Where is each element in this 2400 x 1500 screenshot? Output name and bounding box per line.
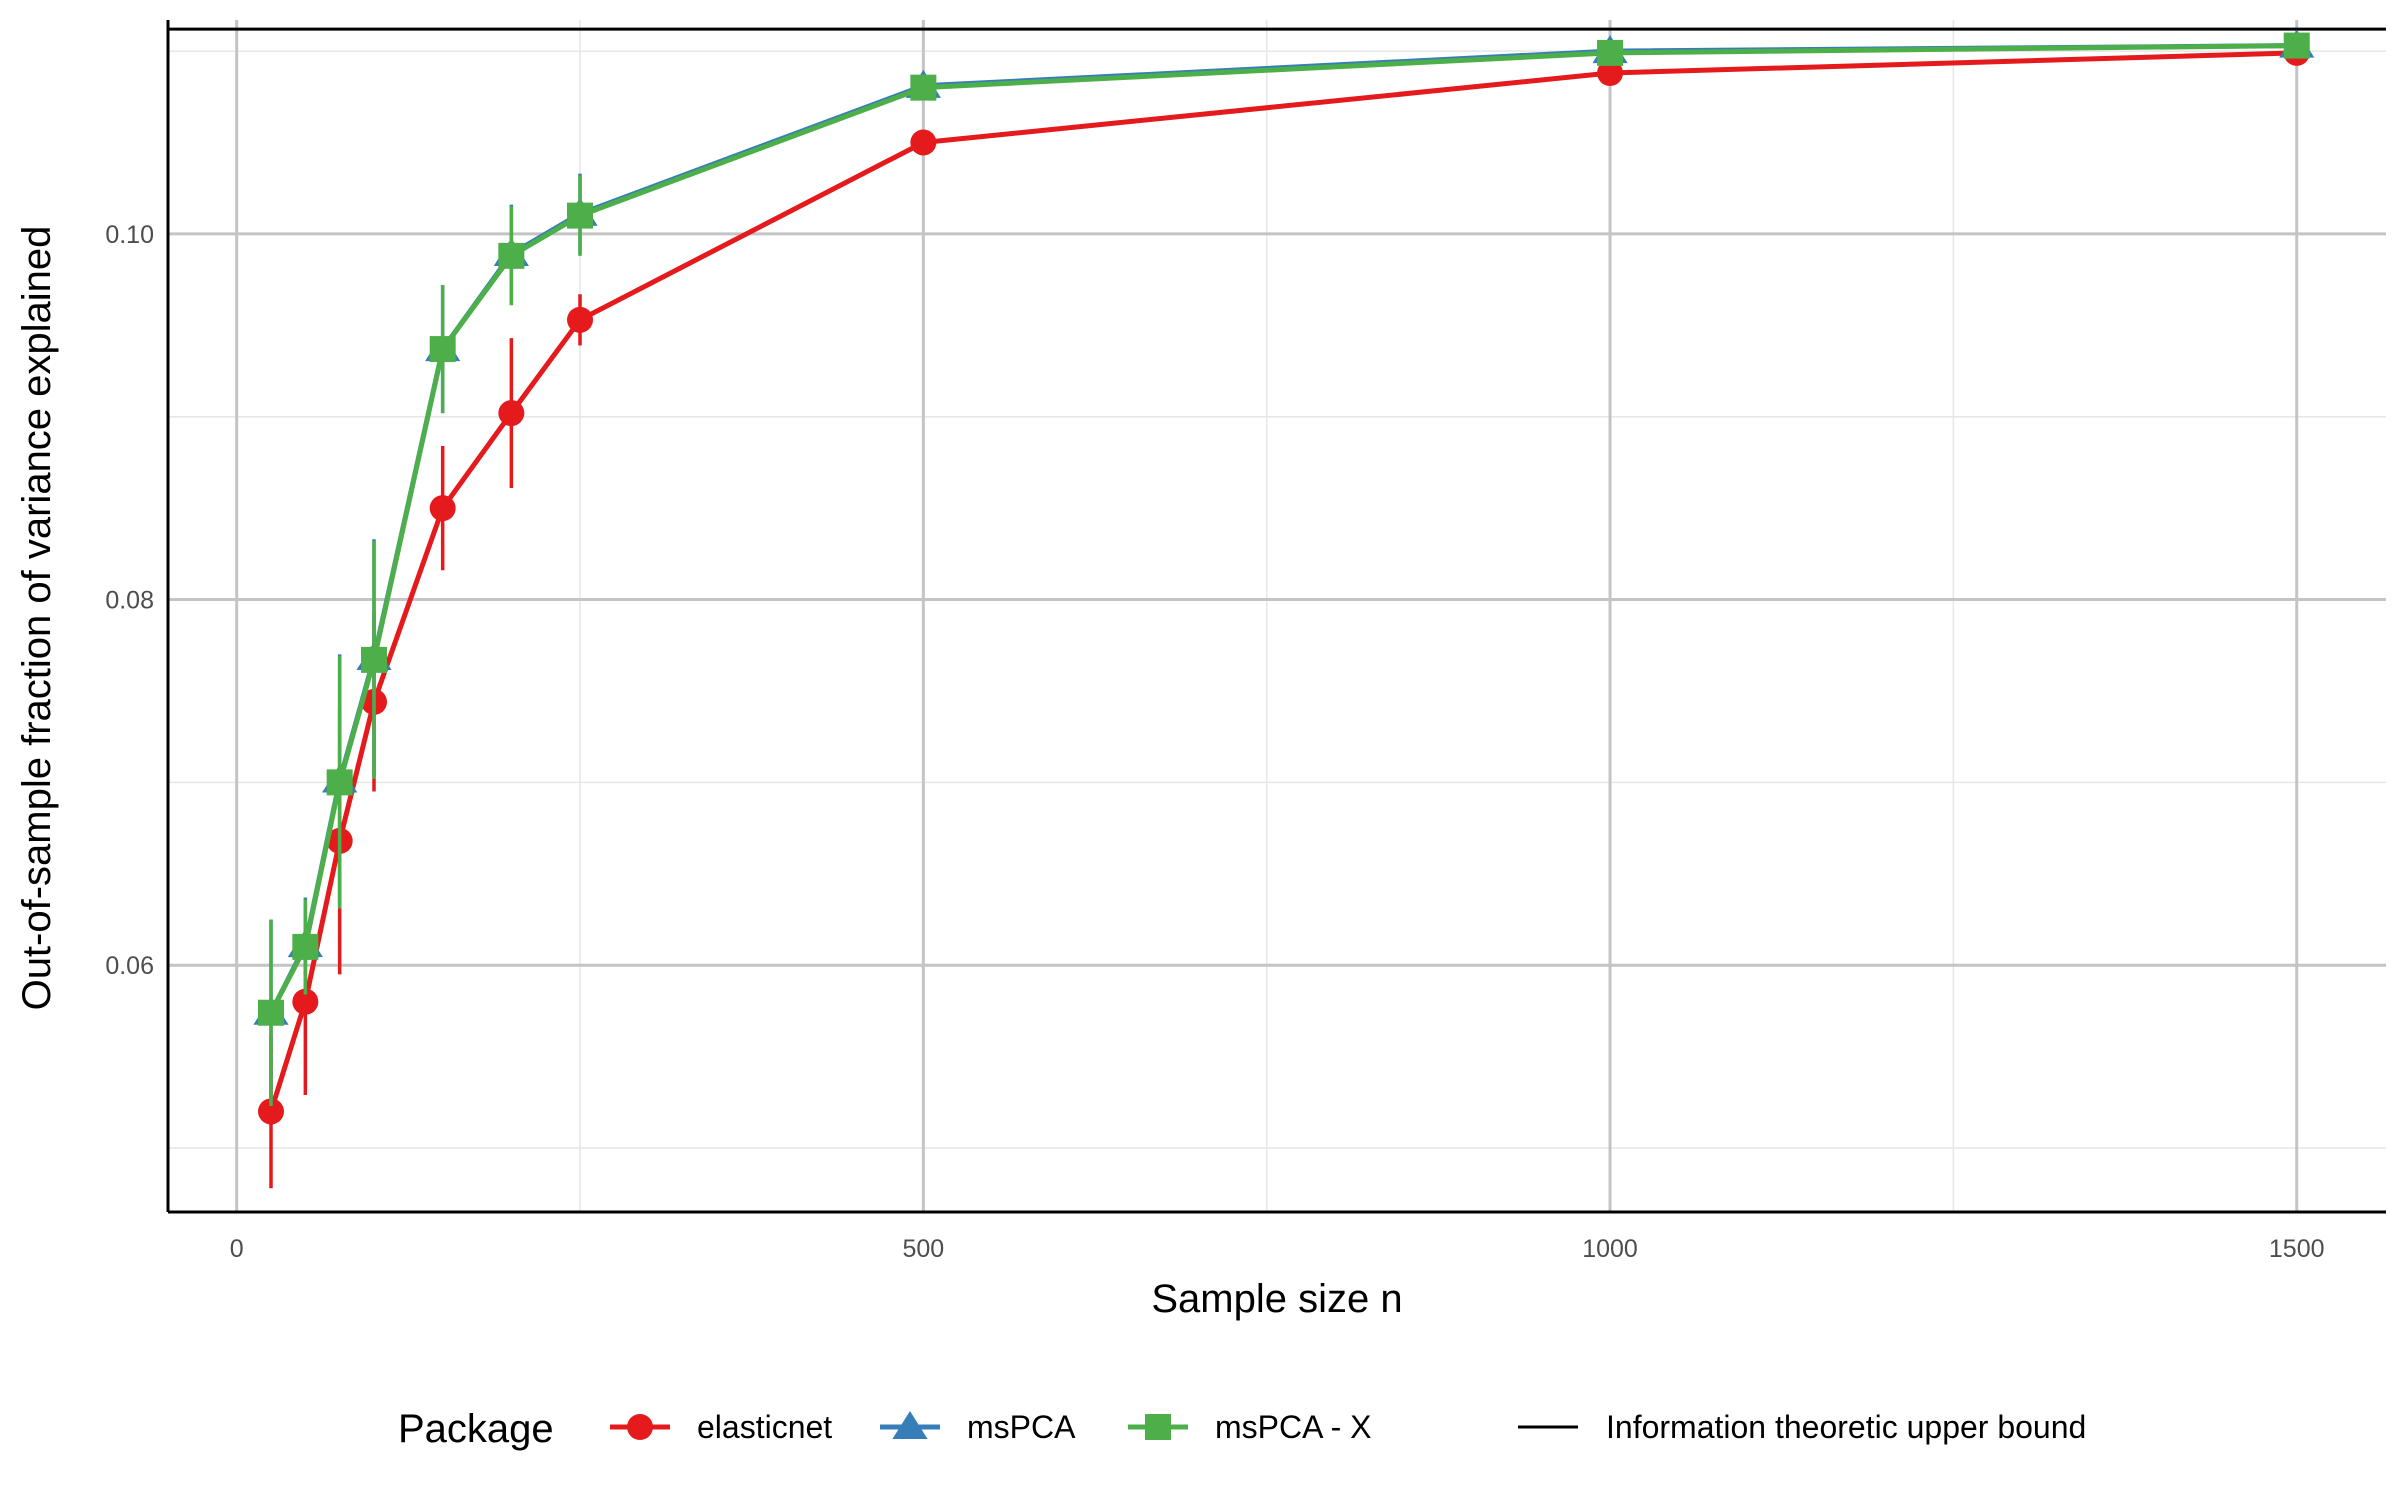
legend: Package elasticnet msPCA msPCA - X Informat… (398, 1407, 2086, 1451)
square-marker (498, 242, 525, 269)
legend-item: elasticnet (610, 1409, 832, 1445)
square-marker (429, 336, 456, 363)
circle-marker (910, 129, 937, 156)
x-tick-label: 500 (902, 1235, 944, 1263)
circle-marker (258, 1098, 285, 1125)
square-marker (1145, 1414, 1171, 1440)
y-tick-label: 0.08 (105, 587, 154, 615)
legend-items: elasticnet msPCA msPCA - X Information theo… (610, 1409, 2086, 1445)
square-marker (258, 999, 285, 1026)
legend-item-upper-bound: Information theoretic upper bound (1518, 1409, 2086, 1445)
square-marker (910, 74, 937, 101)
square-marker (1597, 39, 1624, 66)
series-mspca-x (258, 32, 2310, 1106)
square-marker (326, 769, 353, 796)
square-marker (567, 202, 594, 229)
triangle-marker (892, 1411, 928, 1439)
legend-label: msPCA - X (1215, 1409, 1371, 1445)
circle-marker (567, 306, 594, 333)
y-tick-label: 0.10 (105, 221, 154, 249)
x-tick-label: 0 (230, 1235, 244, 1263)
series-group (253, 29, 2315, 1189)
tick-labels: 0 500 1000 1500 0.06 0.08 0.10 (105, 221, 2324, 1263)
x-axis-title: Sample size n (1151, 1277, 1402, 1321)
square-marker (292, 933, 319, 960)
series-line (268, 43, 2297, 1014)
square-marker (361, 646, 388, 673)
legend-title: Package (398, 1407, 554, 1451)
circle-marker (292, 988, 319, 1015)
legend-label: elasticnet (697, 1409, 832, 1445)
grid (168, 20, 2386, 1212)
legend-label: msPCA (967, 1409, 1076, 1445)
x-tick-label: 1500 (2269, 1235, 2325, 1263)
circle-marker (1597, 60, 1624, 87)
legend-item: msPCA (880, 1409, 1076, 1445)
circle-marker (627, 1414, 653, 1440)
y-tick-label: 0.06 (105, 952, 154, 980)
series-line (268, 50, 2297, 1113)
legend-item: msPCA - X (1128, 1409, 1371, 1445)
y-axis-title: Out-of-sample fraction of variance expla… (15, 226, 59, 1011)
x-tick-label: 1000 (1582, 1235, 1638, 1263)
circle-marker (429, 495, 456, 522)
circle-marker (498, 400, 525, 427)
legend-label: Information theoretic upper bound (1606, 1409, 2086, 1445)
axes (166, 20, 2386, 1214)
square-marker (2283, 32, 2310, 59)
